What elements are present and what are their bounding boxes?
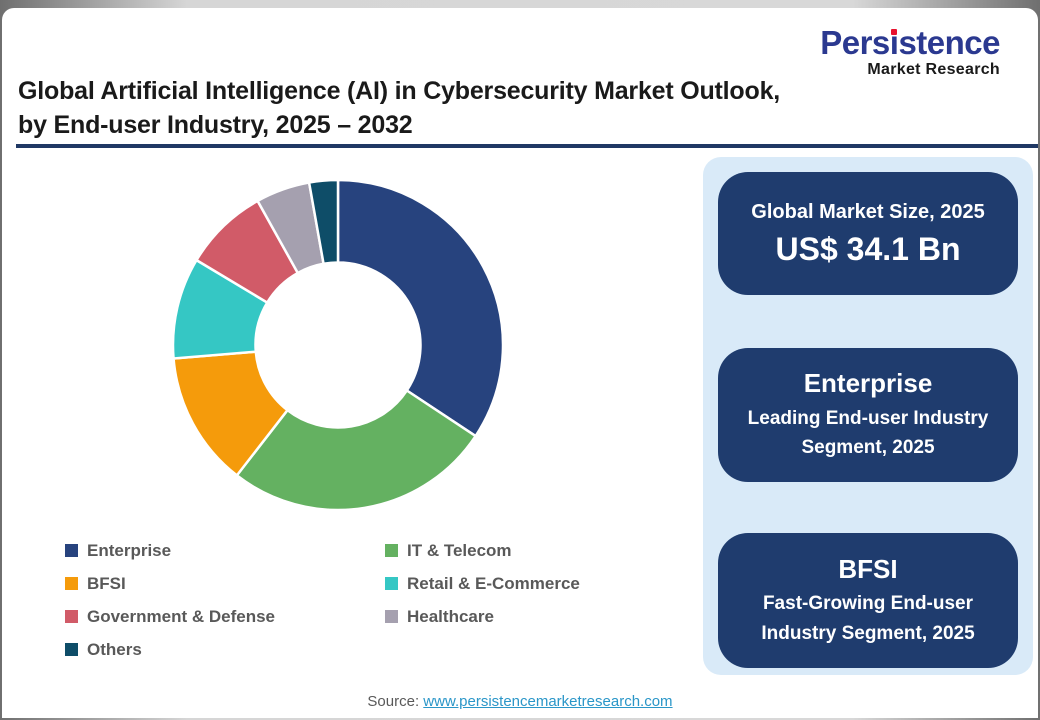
donut-slice-enterprise xyxy=(336,178,505,438)
chart-legend: Enterprise IT & Telecom BFSI Retail & E-Com… xyxy=(65,534,645,666)
legend-item-healthcare: Healthcare xyxy=(385,600,645,633)
title-underline-rule xyxy=(16,144,1038,148)
fast-growing-segment-name: BFSI xyxy=(838,553,898,584)
highlights-panel: Global Market Size, 2025 US$ 34.1 Bn Ent… xyxy=(703,157,1033,675)
legend-label: IT & Telecom xyxy=(407,540,512,560)
source-link[interactable]: www.persistencemarketresearch.com xyxy=(423,693,673,710)
legend-item-retail-e-commerce: Retail & E-Commerce xyxy=(385,567,645,600)
donut-chart xyxy=(168,175,508,515)
brand-i-red-dot: ı xyxy=(889,24,899,61)
fast-growing-segment-card: BFSI Fast-Growing End-user Industry Segm… xyxy=(718,533,1018,668)
leading-segment-card: Enterprise Leading End-user Industry Seg… xyxy=(718,348,1018,482)
brand-name-part: Pers xyxy=(820,24,890,61)
legend-swatch xyxy=(65,610,78,623)
legend-label: Enterprise xyxy=(87,540,172,560)
legend-label: BFSI xyxy=(87,573,126,593)
legend-swatch xyxy=(385,610,398,623)
legend-label: Healthcare xyxy=(407,606,494,626)
brand-tagline: Market Research xyxy=(867,61,1000,78)
legend-swatch xyxy=(65,577,78,590)
legend-item-bfsi: BFSI xyxy=(65,567,385,600)
page-title: Global Artificial Intelligence (AI) in C… xyxy=(18,74,780,142)
page-title-line1: Global Artificial Intelligence (AI) in C… xyxy=(18,77,781,105)
page-title-line2: by End-user Industry, 2025 – 2032 xyxy=(18,111,413,139)
market-size-title: Global Market Size, 2025 xyxy=(751,201,985,223)
leading-segment-name: Enterprise xyxy=(803,368,933,399)
legend-label: Others xyxy=(87,639,142,659)
legend-swatch xyxy=(385,577,398,590)
brand-logo: Persıstence Market Research xyxy=(820,26,1000,78)
brand-name-part: stence xyxy=(898,24,1000,61)
source-label: Source: xyxy=(367,693,420,710)
legend-swatch xyxy=(65,643,78,656)
market-size-card: Global Market Size, 2025 US$ 34.1 Bn xyxy=(718,172,1018,295)
legend-item-enterprise: Enterprise xyxy=(65,534,385,567)
infographic-card: Persıstence Market Research Global Artif… xyxy=(2,8,1038,718)
legend-label: Government & Defense xyxy=(87,606,275,626)
fast-growing-segment-caption: Fast-Growing End-user Industry Segment, … xyxy=(761,593,975,644)
legend-swatch xyxy=(385,544,398,557)
legend-item-others: Others xyxy=(65,633,385,666)
legend-item-it-telecom: IT & Telecom xyxy=(385,534,645,567)
legend-label: Retail & E-Commerce xyxy=(407,573,580,593)
donut-slice-others xyxy=(307,178,340,266)
source-line: Source: www.persistencemarketresearch.co… xyxy=(2,693,1038,710)
leading-segment-caption: Leading End-user Industry Segment, 2025 xyxy=(747,407,989,459)
donut-slice-it-telecom xyxy=(235,389,477,512)
donut-chart-svg xyxy=(171,178,505,512)
market-size-value: US$ 34.1 Bn xyxy=(775,231,961,267)
brand-name: Persıstence xyxy=(820,26,1000,59)
legend-item-government-defense: Government & Defense xyxy=(65,600,385,633)
legend-swatch xyxy=(65,544,78,557)
